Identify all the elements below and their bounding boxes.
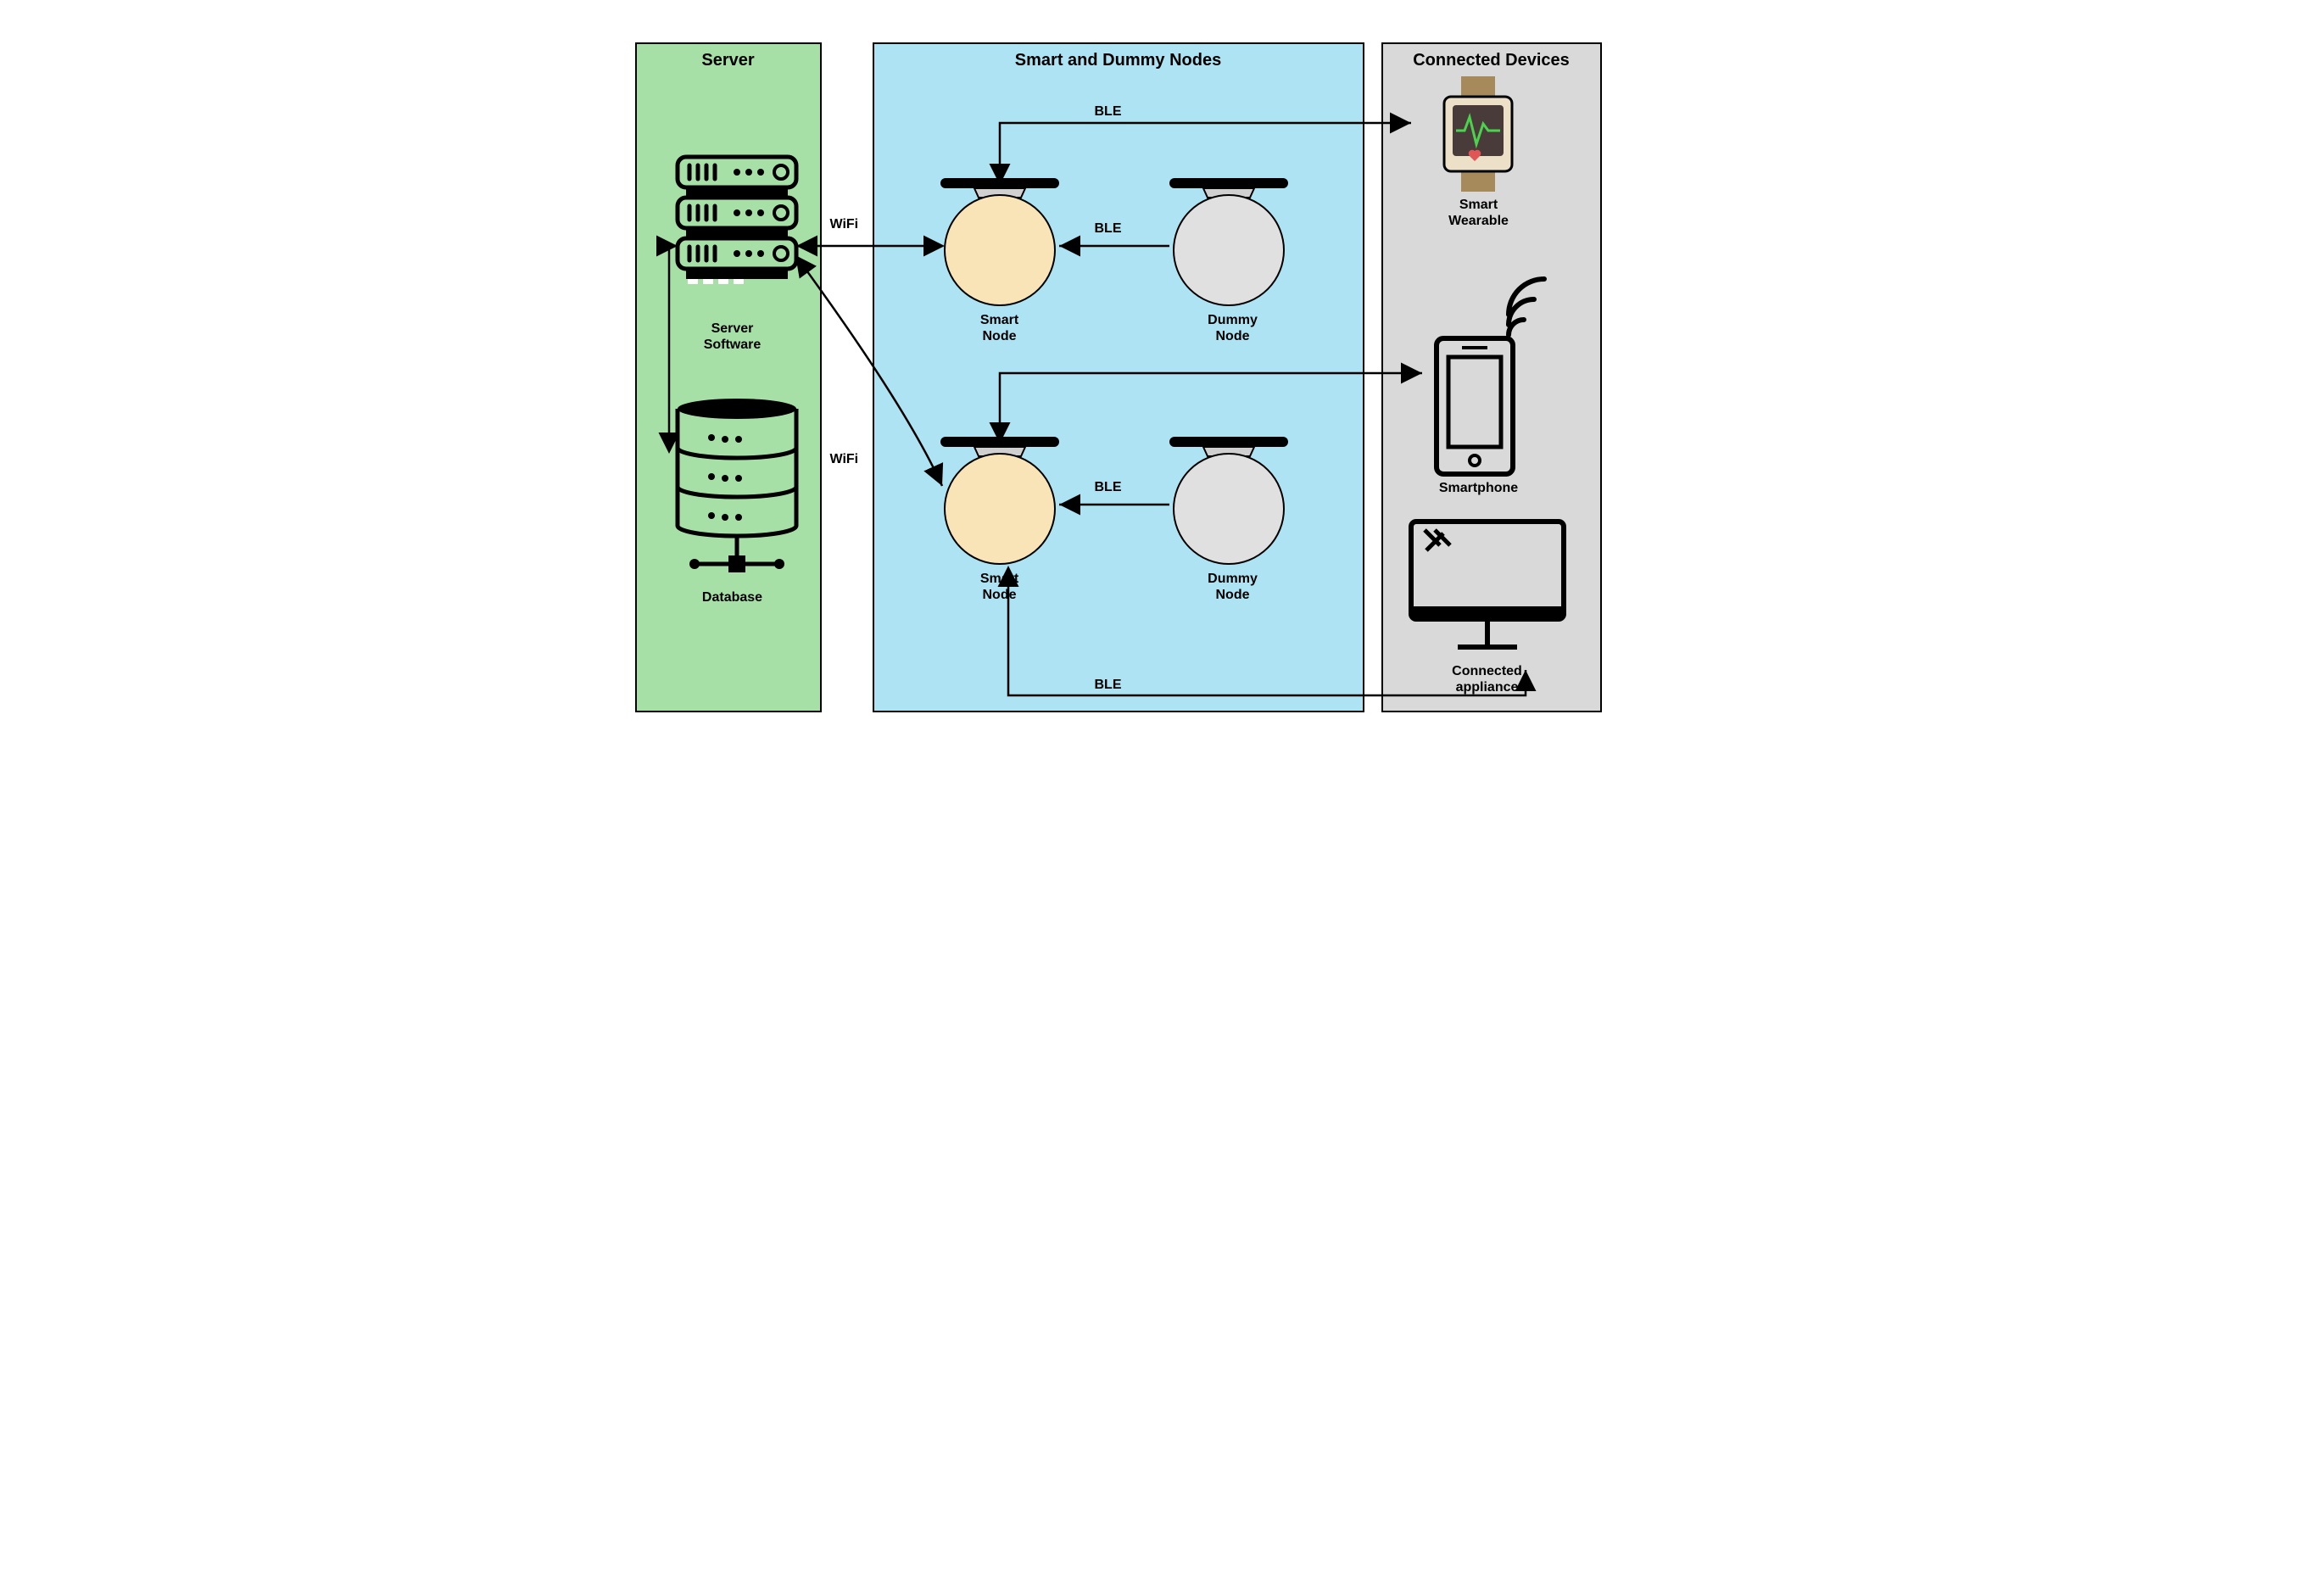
dummy-node-1-icon bbox=[1169, 178, 1288, 305]
server-software-label: Server Software bbox=[682, 321, 784, 353]
appliance-label: Connected appliance bbox=[1437, 663, 1538, 695]
database-label: Database bbox=[690, 589, 775, 605]
edge-label-ble-2: BLE bbox=[1095, 220, 1122, 237]
smart-node-2-icon bbox=[940, 437, 1059, 564]
edge-label-ble-1: BLE bbox=[1095, 103, 1122, 120]
diagram-canvas: Server Smart and Dummy Nodes Connected D… bbox=[618, 0, 1704, 746]
monitor-icon bbox=[1411, 522, 1564, 647]
phone-label: Smartphone bbox=[1432, 480, 1526, 496]
dummy-node-2-label: Dummy Node bbox=[1195, 571, 1271, 603]
edge-smart2-to-server bbox=[798, 259, 942, 486]
smartphone-icon bbox=[1437, 279, 1544, 474]
edge-label-ble-4: BLE bbox=[1095, 677, 1122, 693]
server-rack-icon bbox=[678, 157, 796, 284]
wearable-label: Smart Wearable bbox=[1437, 197, 1521, 229]
dummy-node-1-label: Dummy Node bbox=[1195, 312, 1271, 344]
edge-smart1-to-wearable bbox=[1000, 123, 1411, 181]
smartwatch-icon bbox=[1444, 76, 1512, 192]
smart-node-1-icon bbox=[940, 178, 1059, 305]
edge-smart2-to-phone bbox=[1000, 373, 1422, 439]
edge-label-ble-3: BLE bbox=[1095, 479, 1122, 495]
dummy-node-2-icon bbox=[1169, 437, 1288, 564]
database-icon bbox=[678, 399, 796, 572]
svg-overlay bbox=[618, 0, 1704, 746]
edge-label-wifi-1: WiFi bbox=[830, 216, 859, 232]
smart-node-1-label: Smart Node bbox=[970, 312, 1029, 344]
edge-label-wifi-2: WiFi bbox=[830, 451, 859, 467]
smart-node-2-label: Smart Node bbox=[970, 571, 1029, 603]
